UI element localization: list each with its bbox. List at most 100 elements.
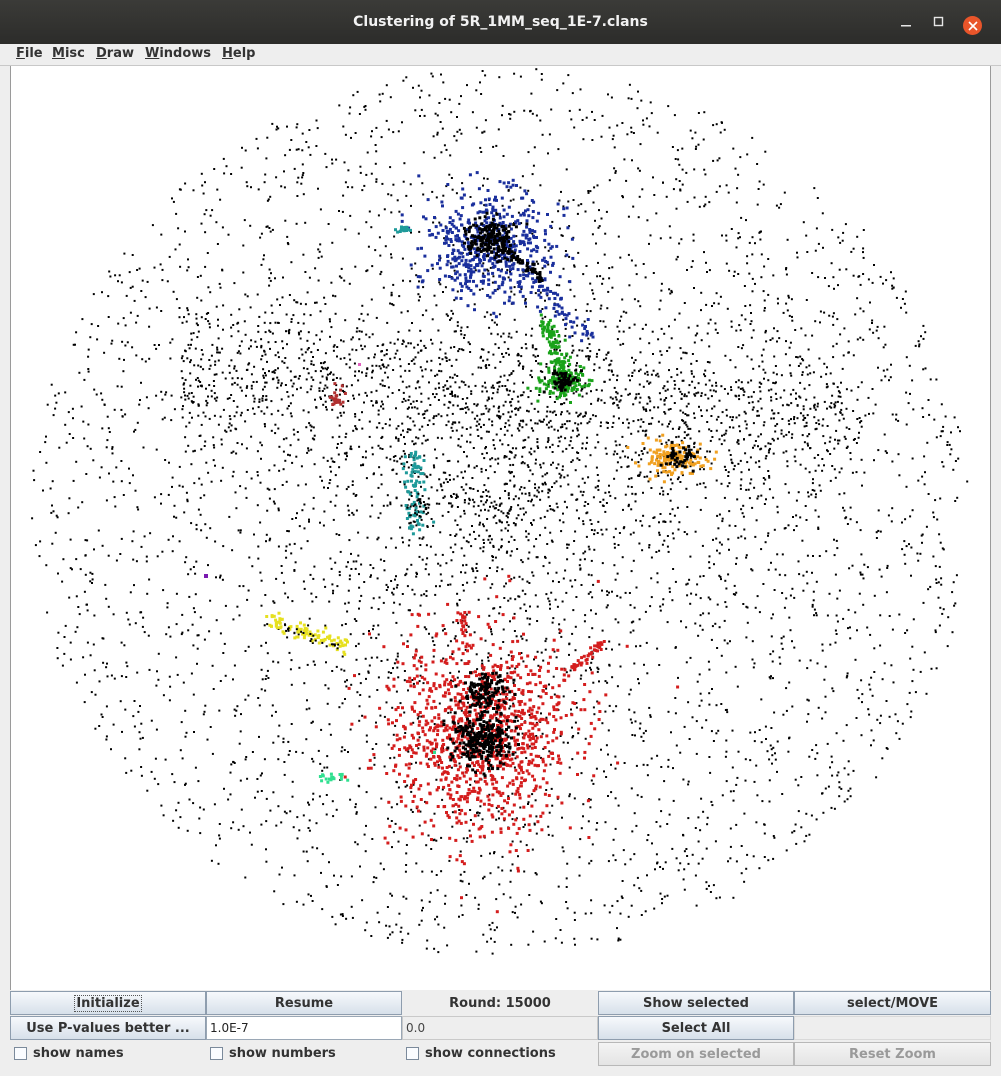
sequence-point — [269, 347, 271, 350]
sequence-point — [839, 333, 842, 336]
sequence-point — [507, 335, 510, 338]
sequence-point — [330, 470, 332, 473]
sequence-point — [506, 550, 509, 553]
sequence-point — [768, 475, 771, 477]
sequence-point — [629, 604, 632, 607]
sequence-point — [405, 844, 408, 846]
sequence-point — [952, 581, 955, 584]
sequence-point — [837, 395, 840, 398]
sequence-point — [619, 256, 622, 259]
sequence-point — [397, 437, 400, 440]
sequence-point — [366, 536, 369, 539]
sequence-point — [491, 583, 494, 586]
sequence-point — [249, 831, 251, 834]
maximize-icon[interactable] — [930, 13, 948, 31]
sequence-point — [847, 608, 850, 611]
sequence-point — [613, 401, 616, 404]
menu-draw[interactable]: Draw — [96, 46, 134, 61]
sequence-point — [651, 842, 653, 845]
sequence-point — [432, 135, 435, 138]
sequence-point — [436, 436, 439, 439]
sequence-point — [779, 662, 782, 665]
sequence-point — [589, 666, 591, 669]
sequence-point — [265, 540, 267, 543]
menu-windows[interactable]: Windows — [145, 46, 212, 61]
sequence-point — [536, 650, 539, 653]
sequence-point — [297, 484, 300, 487]
sequence-point — [892, 286, 895, 289]
cluster-plot[interactable] — [11, 66, 990, 990]
close-icon[interactable] — [963, 16, 982, 35]
sequence-point — [436, 114, 439, 117]
sequence-point — [706, 421, 709, 423]
sequence-point — [732, 799, 735, 802]
sequence-point — [613, 477, 616, 480]
sequence-point — [155, 448, 158, 451]
sequence-point — [584, 501, 587, 503]
sequence-point — [125, 676, 128, 678]
sequence-point — [707, 612, 710, 615]
sequence-point — [264, 594, 267, 596]
sequence-point — [250, 186, 252, 189]
sequence-point — [339, 550, 342, 553]
sequence-point — [573, 797, 576, 800]
sequence-point — [370, 606, 373, 609]
sequence-point — [266, 509, 269, 512]
sequence-point — [749, 323, 752, 325]
sequence-point — [328, 861, 330, 864]
sequence-point — [723, 128, 726, 131]
sequence-point — [383, 208, 386, 211]
sequence-point — [594, 415, 597, 418]
sequence-point — [579, 412, 582, 415]
sequence-point — [479, 521, 482, 524]
sequence-point — [287, 530, 290, 533]
sequence-point — [533, 494, 536, 497]
sequence-point — [559, 485, 562, 488]
sequence-point — [616, 124, 619, 127]
sequence-point — [705, 887, 708, 890]
sequence-point — [774, 758, 777, 761]
sequence-point — [571, 459, 574, 462]
sequence-point — [587, 503, 590, 505]
sequence-point — [365, 374, 368, 377]
sequence-point — [313, 663, 316, 666]
sequence-point — [634, 500, 637, 503]
cluster-canvas[interactable] — [10, 66, 991, 990]
sequence-point — [823, 678, 826, 681]
sequence-point — [771, 660, 774, 663]
sequence-point — [676, 478, 679, 481]
sequence-point — [688, 738, 691, 740]
sequence-point — [142, 446, 145, 449]
menu-file[interactable]: File — [16, 46, 43, 61]
sequence-point — [762, 348, 765, 351]
sequence-point — [772, 746, 775, 749]
sequence-point — [648, 382, 650, 385]
sequence-point — [838, 471, 841, 474]
sequence-point — [728, 482, 731, 485]
sequence-point — [667, 710, 670, 713]
sequence-point — [125, 611, 128, 614]
sequence-point — [758, 465, 761, 468]
menu-misc[interactable]: Misc — [52, 46, 85, 61]
sequence-point — [941, 430, 944, 433]
sequence-point — [197, 330, 200, 333]
sequence-point — [351, 186, 354, 189]
sequence-point — [334, 295, 337, 298]
sequence-point — [708, 201, 711, 204]
sequence-point — [627, 503, 630, 506]
sequence-point — [389, 458, 392, 461]
menu-bar: File Misc Draw Windows Help — [0, 44, 1001, 66]
sequence-point — [414, 509, 417, 512]
sequence-point — [619, 399, 622, 402]
sequence-point — [82, 656, 85, 659]
sequence-point — [605, 452, 608, 455]
sequence-point — [751, 253, 754, 256]
menu-help[interactable]: Help — [222, 46, 256, 61]
sequence-point — [439, 564, 442, 567]
sequence-point — [720, 703, 723, 705]
minimize-icon[interactable] — [897, 13, 915, 31]
sequence-point — [477, 903, 480, 906]
sequence-point — [341, 702, 344, 705]
sequence-point — [728, 426, 731, 429]
sequence-point — [449, 154, 452, 157]
